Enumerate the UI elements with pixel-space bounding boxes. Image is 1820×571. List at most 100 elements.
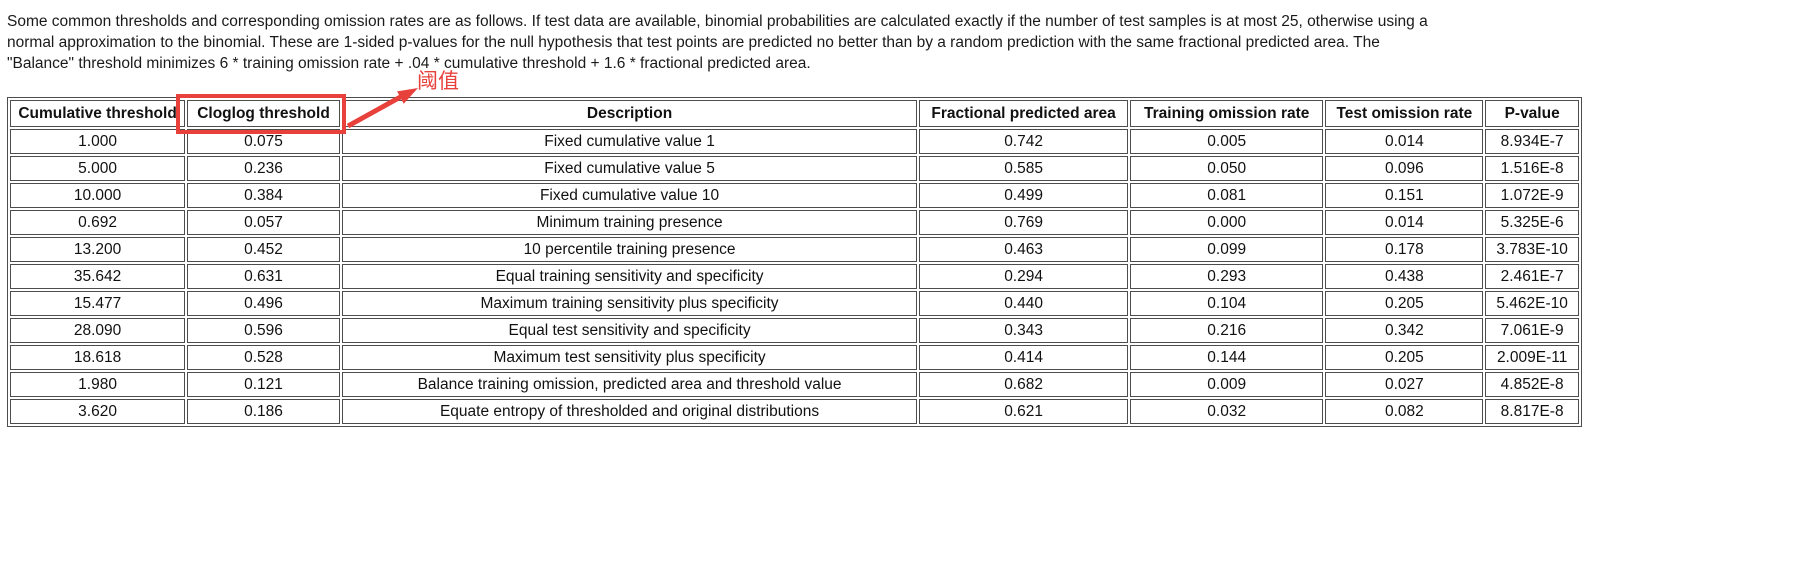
table-cell: 3.620: [10, 399, 186, 424]
table-cell: 0.384: [187, 183, 340, 208]
table-cell: 0.342: [1325, 318, 1484, 343]
table-cell: 5.000: [10, 156, 186, 181]
table-cell: 2.461E-7: [1485, 264, 1579, 289]
table-cell: Equate entropy of thresholded and origin…: [341, 399, 918, 424]
table-cell: 0.205: [1325, 345, 1484, 370]
table-cell: Maximum test sensitivity plus specificit…: [341, 345, 918, 370]
table-row: 5.000 0.236 Fixed cumulative value 5 0.585 0…: [10, 156, 1579, 181]
table-cell: 0.144: [1129, 345, 1324, 370]
table-cell: 0.769: [919, 210, 1128, 235]
table-row: 0.692 0.057 Minimum training presence 0.769…: [10, 210, 1579, 235]
table-cell: 0.205: [1325, 291, 1484, 316]
thresholds-table: Cumulative threshold Cloglog threshold Des…: [7, 97, 1582, 427]
table-cell: 1.980: [10, 372, 186, 397]
table-row: 35.642 0.631 Equal training sensitivity an…: [10, 264, 1579, 289]
column-header: Test omission rate: [1325, 100, 1484, 127]
table-cell: 0.121: [187, 372, 340, 397]
column-header: P-value: [1485, 100, 1579, 127]
table-cell: 35.642: [10, 264, 186, 289]
table-cell: 8.817E-8: [1485, 399, 1579, 424]
table-row: 13.200 0.452 10 percentile training presen…: [10, 237, 1579, 262]
column-header: Cumulative threshold: [10, 100, 186, 127]
table-cell: 0.452: [187, 237, 340, 262]
table-row: 1.000 0.075 Fixed cumulative value 1 0.742 0…: [10, 129, 1579, 154]
table-body: 1.000 0.075 Fixed cumulative value 1 0.742 0…: [10, 129, 1579, 424]
table-cell: 0.236: [187, 156, 340, 181]
table-cell: 8.934E-7: [1485, 129, 1579, 154]
table-cell: 0.438: [1325, 264, 1484, 289]
table-cell: 0.000: [1129, 210, 1324, 235]
table-cell: 2.009E-11: [1485, 345, 1579, 370]
table-cell: 0.528: [187, 345, 340, 370]
table-cell: 0.009: [1129, 372, 1324, 397]
table-cell: 1.516E-8: [1485, 156, 1579, 181]
table-cell: 1.000: [10, 129, 186, 154]
table-cell: 3.783E-10: [1485, 237, 1579, 262]
table-cell: 0.499: [919, 183, 1128, 208]
table-cell: 0.692: [10, 210, 186, 235]
column-header: Training omission rate: [1129, 100, 1324, 127]
table-row: 15.477 0.496 Maximum training sensitivity …: [10, 291, 1579, 316]
table-cell: 0.631: [187, 264, 340, 289]
table-cell: 5.462E-10: [1485, 291, 1579, 316]
table-cell: Fixed cumulative value 10: [341, 183, 918, 208]
table-row: 28.090 0.596 Equal test sensitivity and sp…: [10, 318, 1579, 343]
table-cell: Maximum training sensitivity plus specif…: [341, 291, 918, 316]
table-cell: 0.585: [919, 156, 1128, 181]
column-header: Description: [341, 100, 918, 127]
header-row: Cumulative threshold Cloglog threshold Des…: [10, 100, 1579, 127]
table-cell: 0.075: [187, 129, 340, 154]
intro-paragraph: Some common thresholds and corresponding…: [7, 11, 1428, 74]
table-cell: Equal training sensitivity and specifici…: [341, 264, 918, 289]
table-cell: 13.200: [10, 237, 186, 262]
table-cell: 0.014: [1325, 210, 1484, 235]
table-cell: 0.294: [919, 264, 1128, 289]
table-cell: 28.090: [10, 318, 186, 343]
table-cell: 0.081: [1129, 183, 1324, 208]
table-row: 18.618 0.528 Maximum test sensitivity plus…: [10, 345, 1579, 370]
table-cell: 18.618: [10, 345, 186, 370]
table-cell: 0.343: [919, 318, 1128, 343]
table-cell: Balance training omission, predicted are…: [341, 372, 918, 397]
table-cell: Equal test sensitivity and specificity: [341, 318, 918, 343]
intro-line: normal approximation to the binomial. Th…: [7, 34, 1380, 51]
table-cell: 0.621: [919, 399, 1128, 424]
table-cell: 5.325E-6: [1485, 210, 1579, 235]
table-cell: 0.463: [919, 237, 1128, 262]
table-row: 3.620 0.186 Equate entropy of thresholded …: [10, 399, 1579, 424]
table-cell: 0.178: [1325, 237, 1484, 262]
table-row: 10.000 0.384 Fixed cumulative value 10 0.49…: [10, 183, 1579, 208]
table-cell: 0.014: [1325, 129, 1484, 154]
table-cell: 0.186: [187, 399, 340, 424]
column-header: Fractional predicted area: [919, 100, 1128, 127]
table-cell: 7.061E-9: [1485, 318, 1579, 343]
table-cell: 1.072E-9: [1485, 183, 1579, 208]
column-header: Cloglog threshold: [187, 100, 340, 127]
table-cell: 0.216: [1129, 318, 1324, 343]
table-cell: 0.440: [919, 291, 1128, 316]
table-cell: 0.082: [1325, 399, 1484, 424]
intro-line: "Balance" threshold minimizes 6 * traini…: [7, 55, 811, 72]
table-cell: 0.496: [187, 291, 340, 316]
table-cell: 10.000: [10, 183, 186, 208]
table-cell: 4.852E-8: [1485, 372, 1579, 397]
intro-line: Some common thresholds and corresponding…: [7, 13, 1428, 30]
table-cell: 10 percentile training presence: [341, 237, 918, 262]
table-cell: 15.477: [10, 291, 186, 316]
table-cell: 0.151: [1325, 183, 1484, 208]
table-cell: 0.027: [1325, 372, 1484, 397]
table-cell: 0.099: [1129, 237, 1324, 262]
table-cell: 0.742: [919, 129, 1128, 154]
table-cell: Fixed cumulative value 5: [341, 156, 918, 181]
table-row: 1.980 0.121 Balance training omission, pre…: [10, 372, 1579, 397]
table-cell: 0.414: [919, 345, 1128, 370]
table-cell: 0.050: [1129, 156, 1324, 181]
table-cell: 0.104: [1129, 291, 1324, 316]
threshold-annotation-label: 阈值: [417, 70, 459, 93]
table-cell: 0.293: [1129, 264, 1324, 289]
table-cell: 0.596: [187, 318, 340, 343]
table-cell: 0.057: [187, 210, 340, 235]
table-cell: 0.096: [1325, 156, 1484, 181]
table-cell: Minimum training presence: [341, 210, 918, 235]
